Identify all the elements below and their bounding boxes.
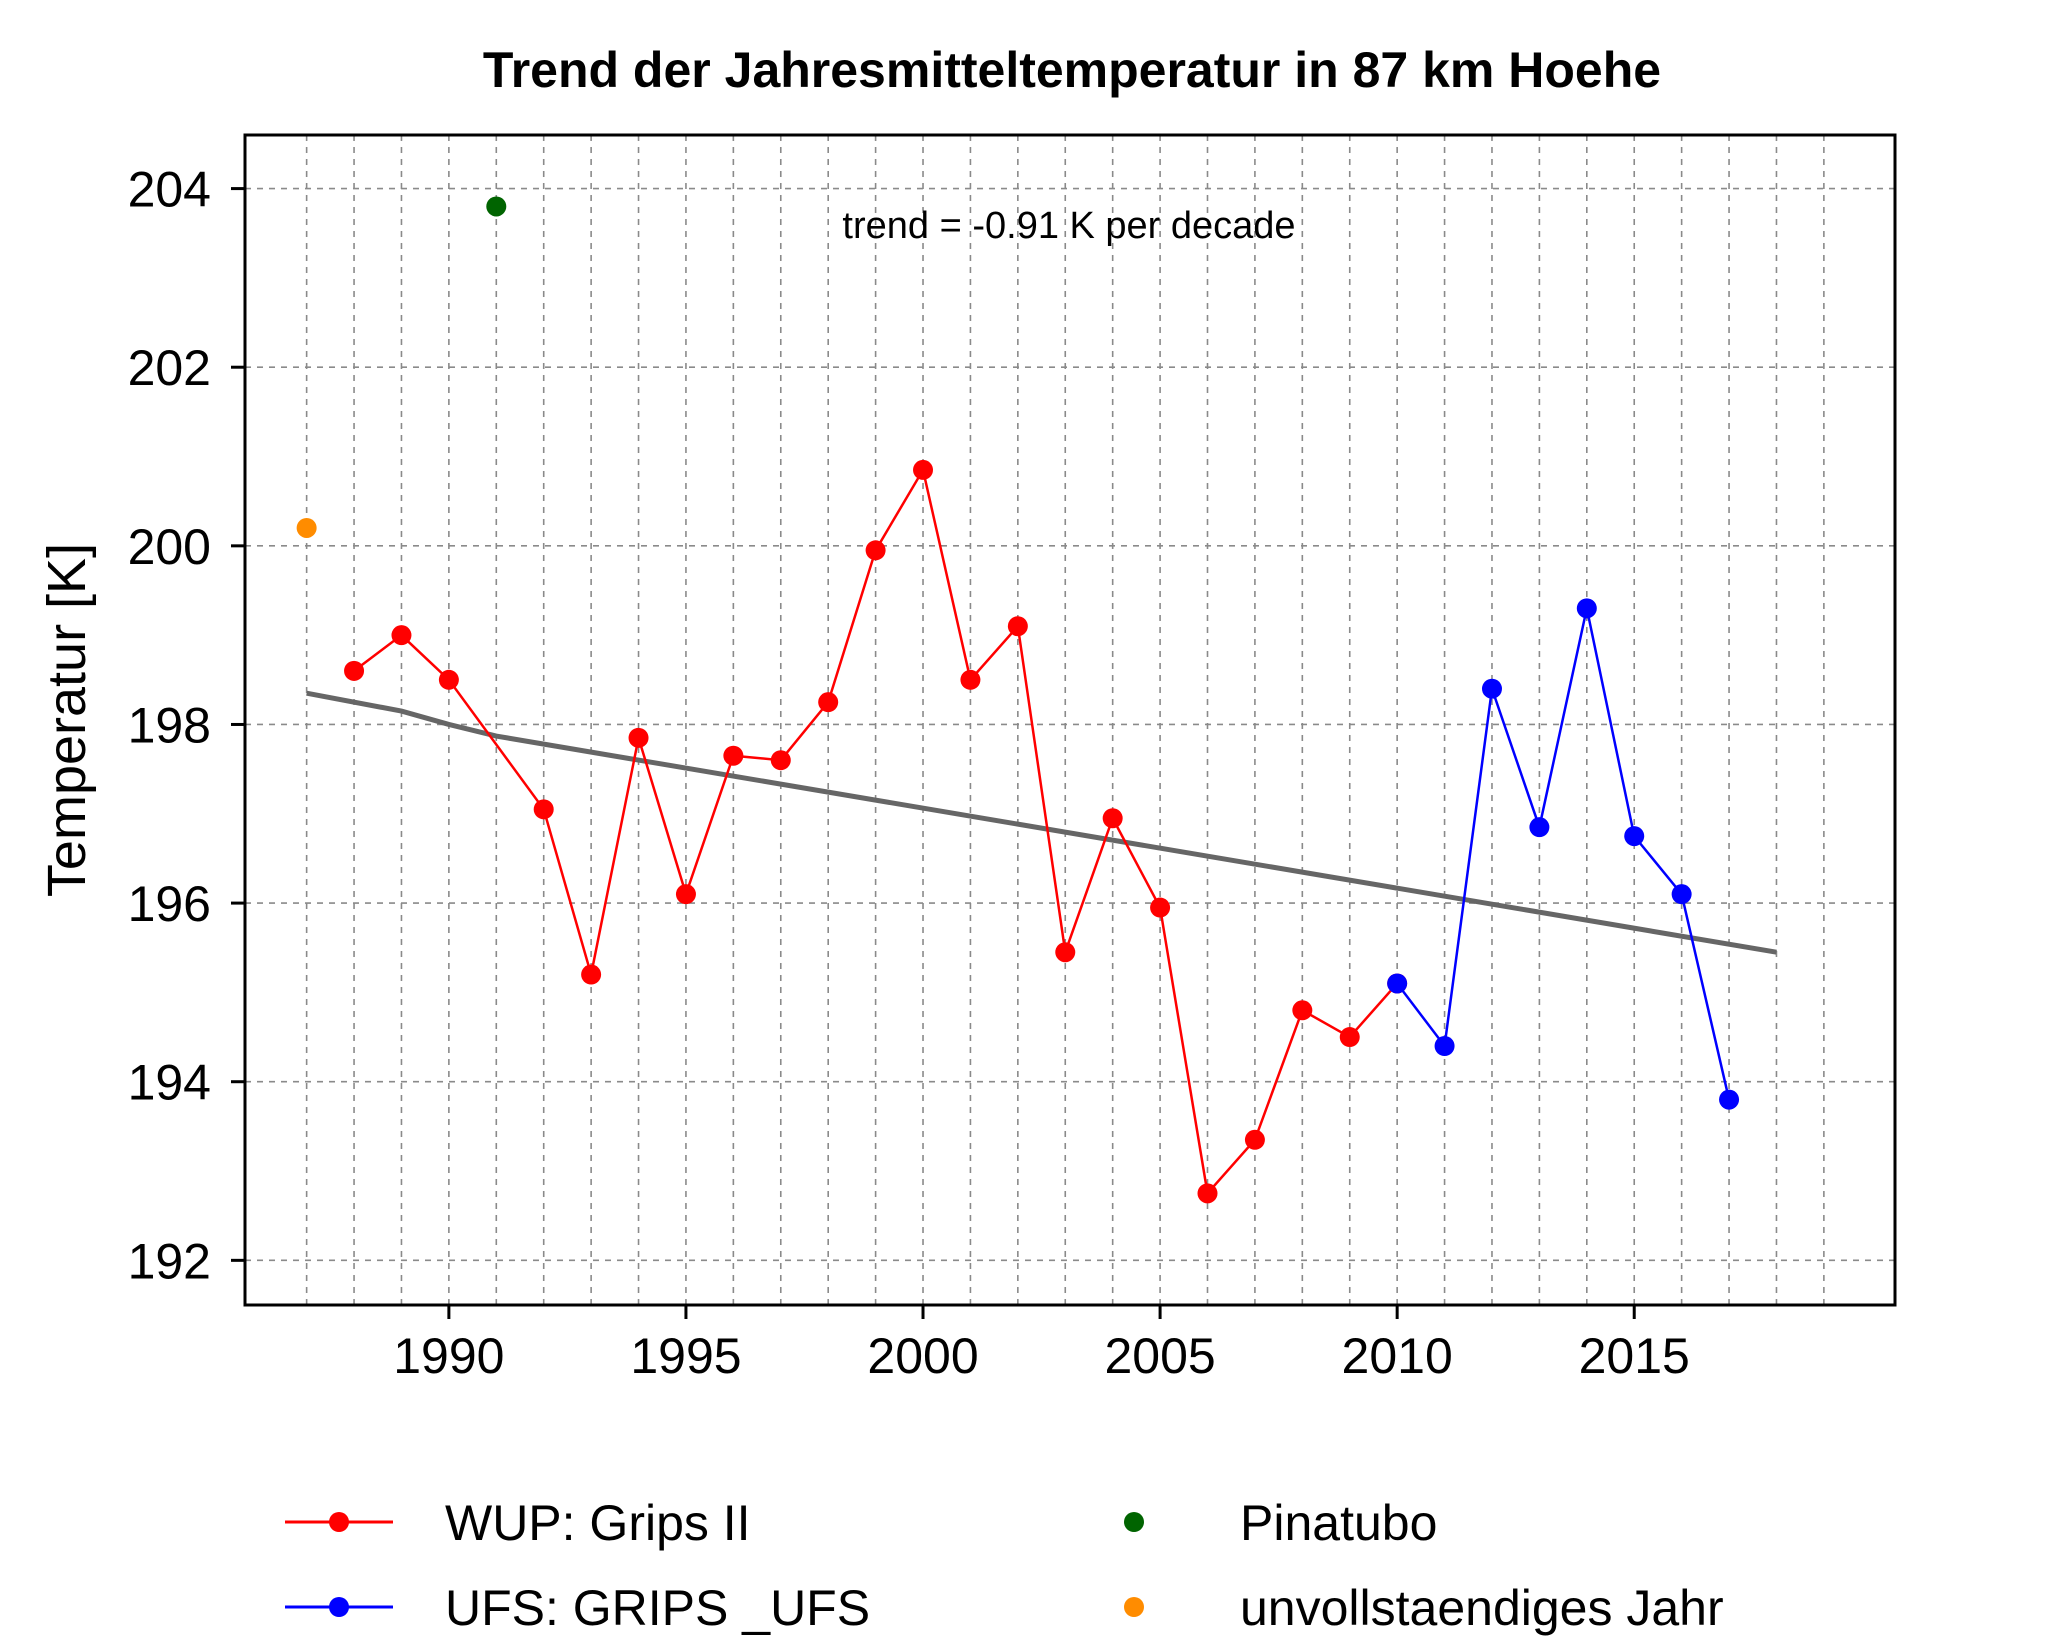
trend-line (306, 690, 1777, 955)
data-point (723, 745, 744, 766)
data-point (675, 884, 696, 905)
y-tick-label: 204 (128, 162, 211, 218)
x-axis-ticks: 1990 1995 2000 2005 2010 2015 (393, 1305, 1690, 1384)
chart-title: Trend der Jahresmitteltemperatur in 87 k… (483, 42, 1661, 98)
legend-label: unvollstaendiges Jahr (1240, 1580, 1724, 1636)
data-point (1719, 1089, 1740, 1110)
data-point (960, 669, 981, 690)
legend-marker (1124, 1597, 1144, 1617)
y-axis-label: Temperatur [K] (37, 543, 97, 897)
y-tick-label: 202 (128, 340, 211, 396)
legend-marker (329, 1512, 349, 1532)
data-point (438, 669, 459, 690)
legend-label: WUP: Grips II (445, 1495, 751, 1551)
legend-item: UFS: GRIPS _UFS (285, 1580, 870, 1636)
series-layer (296, 196, 1740, 1204)
series-line (1396, 608, 1731, 1100)
plot-frame (243, 133, 1897, 1307)
series-unvollstaendiges-jahr (296, 517, 317, 538)
series-pinatubo (486, 196, 507, 217)
y-tick-label: 192 (128, 1233, 211, 1289)
y-tick-label: 194 (128, 1055, 211, 1111)
data-point (391, 625, 412, 646)
data-point (533, 799, 554, 820)
data-point (296, 517, 317, 538)
x-tick-label: 2015 (1579, 1328, 1690, 1384)
legend-item: WUP: Grips II (285, 1495, 751, 1551)
data-point (344, 660, 365, 681)
data-point (1102, 808, 1123, 829)
x-tick-label: 1995 (630, 1328, 741, 1384)
data-point (1150, 897, 1171, 918)
data-point (1529, 817, 1550, 838)
data-point (865, 540, 886, 561)
data-point (1481, 678, 1502, 699)
grid-lines (245, 135, 1895, 1305)
data-point (1624, 826, 1645, 847)
data-point (818, 692, 839, 713)
data-point (486, 196, 507, 217)
x-tick-label: 2010 (1342, 1328, 1453, 1384)
legend-marker (329, 1597, 349, 1617)
data-point (1576, 598, 1597, 619)
data-point (1671, 884, 1692, 905)
data-point (913, 459, 934, 480)
data-point (1197, 1183, 1218, 1204)
data-point (1244, 1129, 1265, 1150)
legend-item: Pinatubo (1124, 1495, 1437, 1551)
y-tick-label: 198 (128, 697, 211, 753)
series-line (353, 466, 1399, 1197)
series-wup-grips-ii (344, 459, 1408, 1204)
legend-item: unvollstaendiges Jahr (1124, 1580, 1724, 1636)
legend-label: Pinatubo (1240, 1495, 1437, 1551)
data-point (1055, 942, 1076, 963)
x-tick-label: 1990 (393, 1328, 504, 1384)
data-point (628, 727, 649, 748)
legend-marker (1124, 1512, 1144, 1532)
trend-line-layer (306, 690, 1777, 955)
y-tick-label: 196 (128, 876, 211, 932)
trend-annotation: trend = -0.91 K per decade (842, 205, 1295, 247)
data-point (1387, 973, 1408, 994)
x-tick-label: 2000 (867, 1328, 978, 1384)
y-axis-ticks: 192 194 196 198 200 202 204 (128, 162, 245, 1289)
legend: WUP: Grips II UFS: GRIPS _UFS Pinatubo unvo… (285, 1495, 1724, 1636)
data-point (1007, 616, 1028, 637)
series-ufs-grips-ufs (1387, 598, 1740, 1110)
x-tick-label: 2005 (1104, 1328, 1215, 1384)
data-point (770, 750, 791, 771)
data-point (581, 964, 602, 985)
legend-label: UFS: GRIPS _UFS (445, 1580, 870, 1636)
data-point (1339, 1027, 1360, 1048)
y-tick-label: 200 (128, 519, 211, 575)
data-point (1434, 1035, 1455, 1056)
data-point (1292, 1000, 1313, 1021)
